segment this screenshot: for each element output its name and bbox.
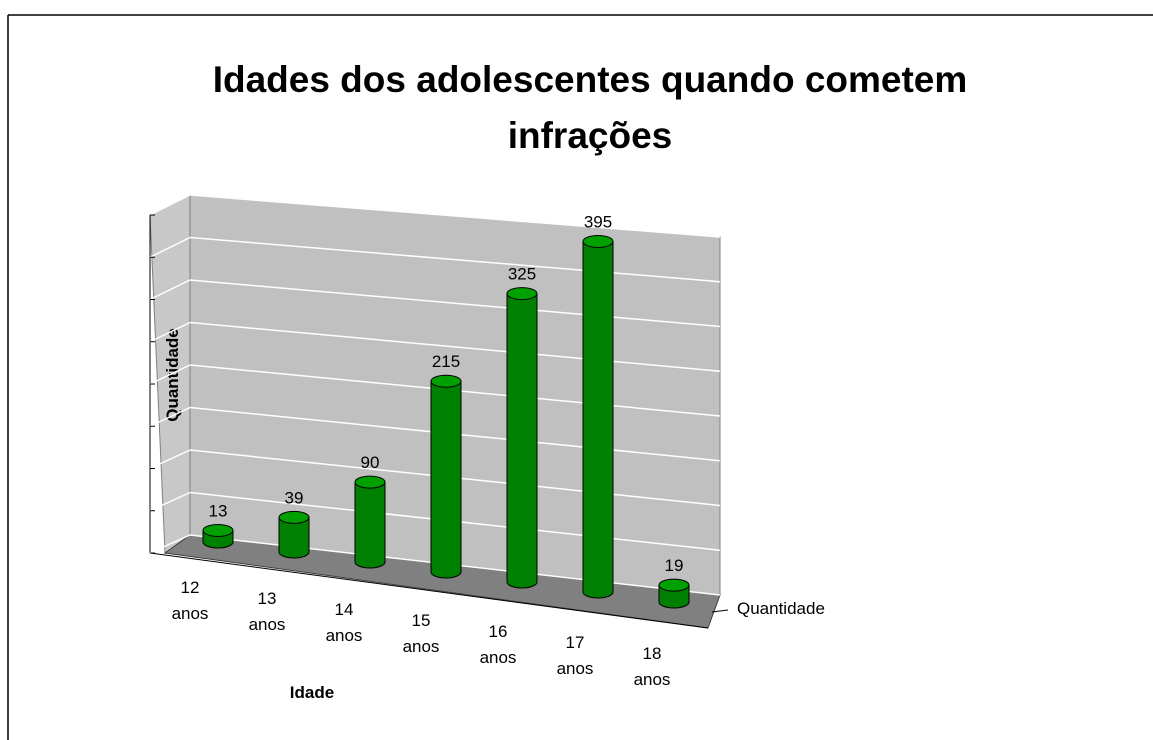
grid-line [149,449,191,470]
grid-line [149,491,191,512]
bar [278,510,310,559]
x-axis [149,552,709,629]
bar-part [278,510,310,524]
y-axis-title: Quantidade [163,328,182,422]
grid-line [149,321,191,343]
grid-line [189,236,721,283]
x-tick-label: 18 anos [633,644,671,689]
bar-part [506,287,538,301]
data-label: 215 [432,352,460,371]
bar [658,578,690,609]
x-tick-label: 14 anos [325,600,363,645]
grid-line [149,406,191,427]
grid-line [149,364,191,385]
bar-part [354,475,386,489]
x-tick-label: 12 anos [171,578,209,623]
bar-part [506,293,538,589]
x-tick-label: 13 anos [248,589,286,634]
bar-part [582,240,614,599]
data-label: 39 [285,488,304,507]
bar-part [278,516,310,559]
data-label: 19 [665,556,684,575]
bar-part [658,578,690,592]
grid-line [149,236,191,258]
x-axis-title: Idade [290,683,334,702]
x-tick-label: 15 anos [402,611,440,656]
data-label: 395 [584,212,612,231]
bar [202,523,234,549]
legend-entry: Quantidade [737,599,825,618]
grid-line [149,194,191,216]
bar [354,475,386,569]
data-label: 13 [209,501,228,520]
bar-part [354,481,386,569]
bar-part [582,234,614,248]
chart-title: Idades dos adolescentes quando cometem i… [212,59,968,156]
bar-part [430,374,462,388]
bar [582,234,614,599]
grid-line [149,279,191,301]
x-tick-label: 17 anos [556,633,594,678]
x-tick-label: 16 anos [479,622,517,667]
grid-line [149,534,191,554]
bar-part [430,380,462,579]
bar-part [202,523,234,537]
grid-line [189,194,721,238]
grid-line [189,279,721,328]
bar [506,287,538,589]
bar [430,374,462,579]
data-label: 90 [361,453,380,472]
grid-line [189,321,721,372]
data-label: 325 [508,265,536,284]
legend-tick [711,609,729,613]
